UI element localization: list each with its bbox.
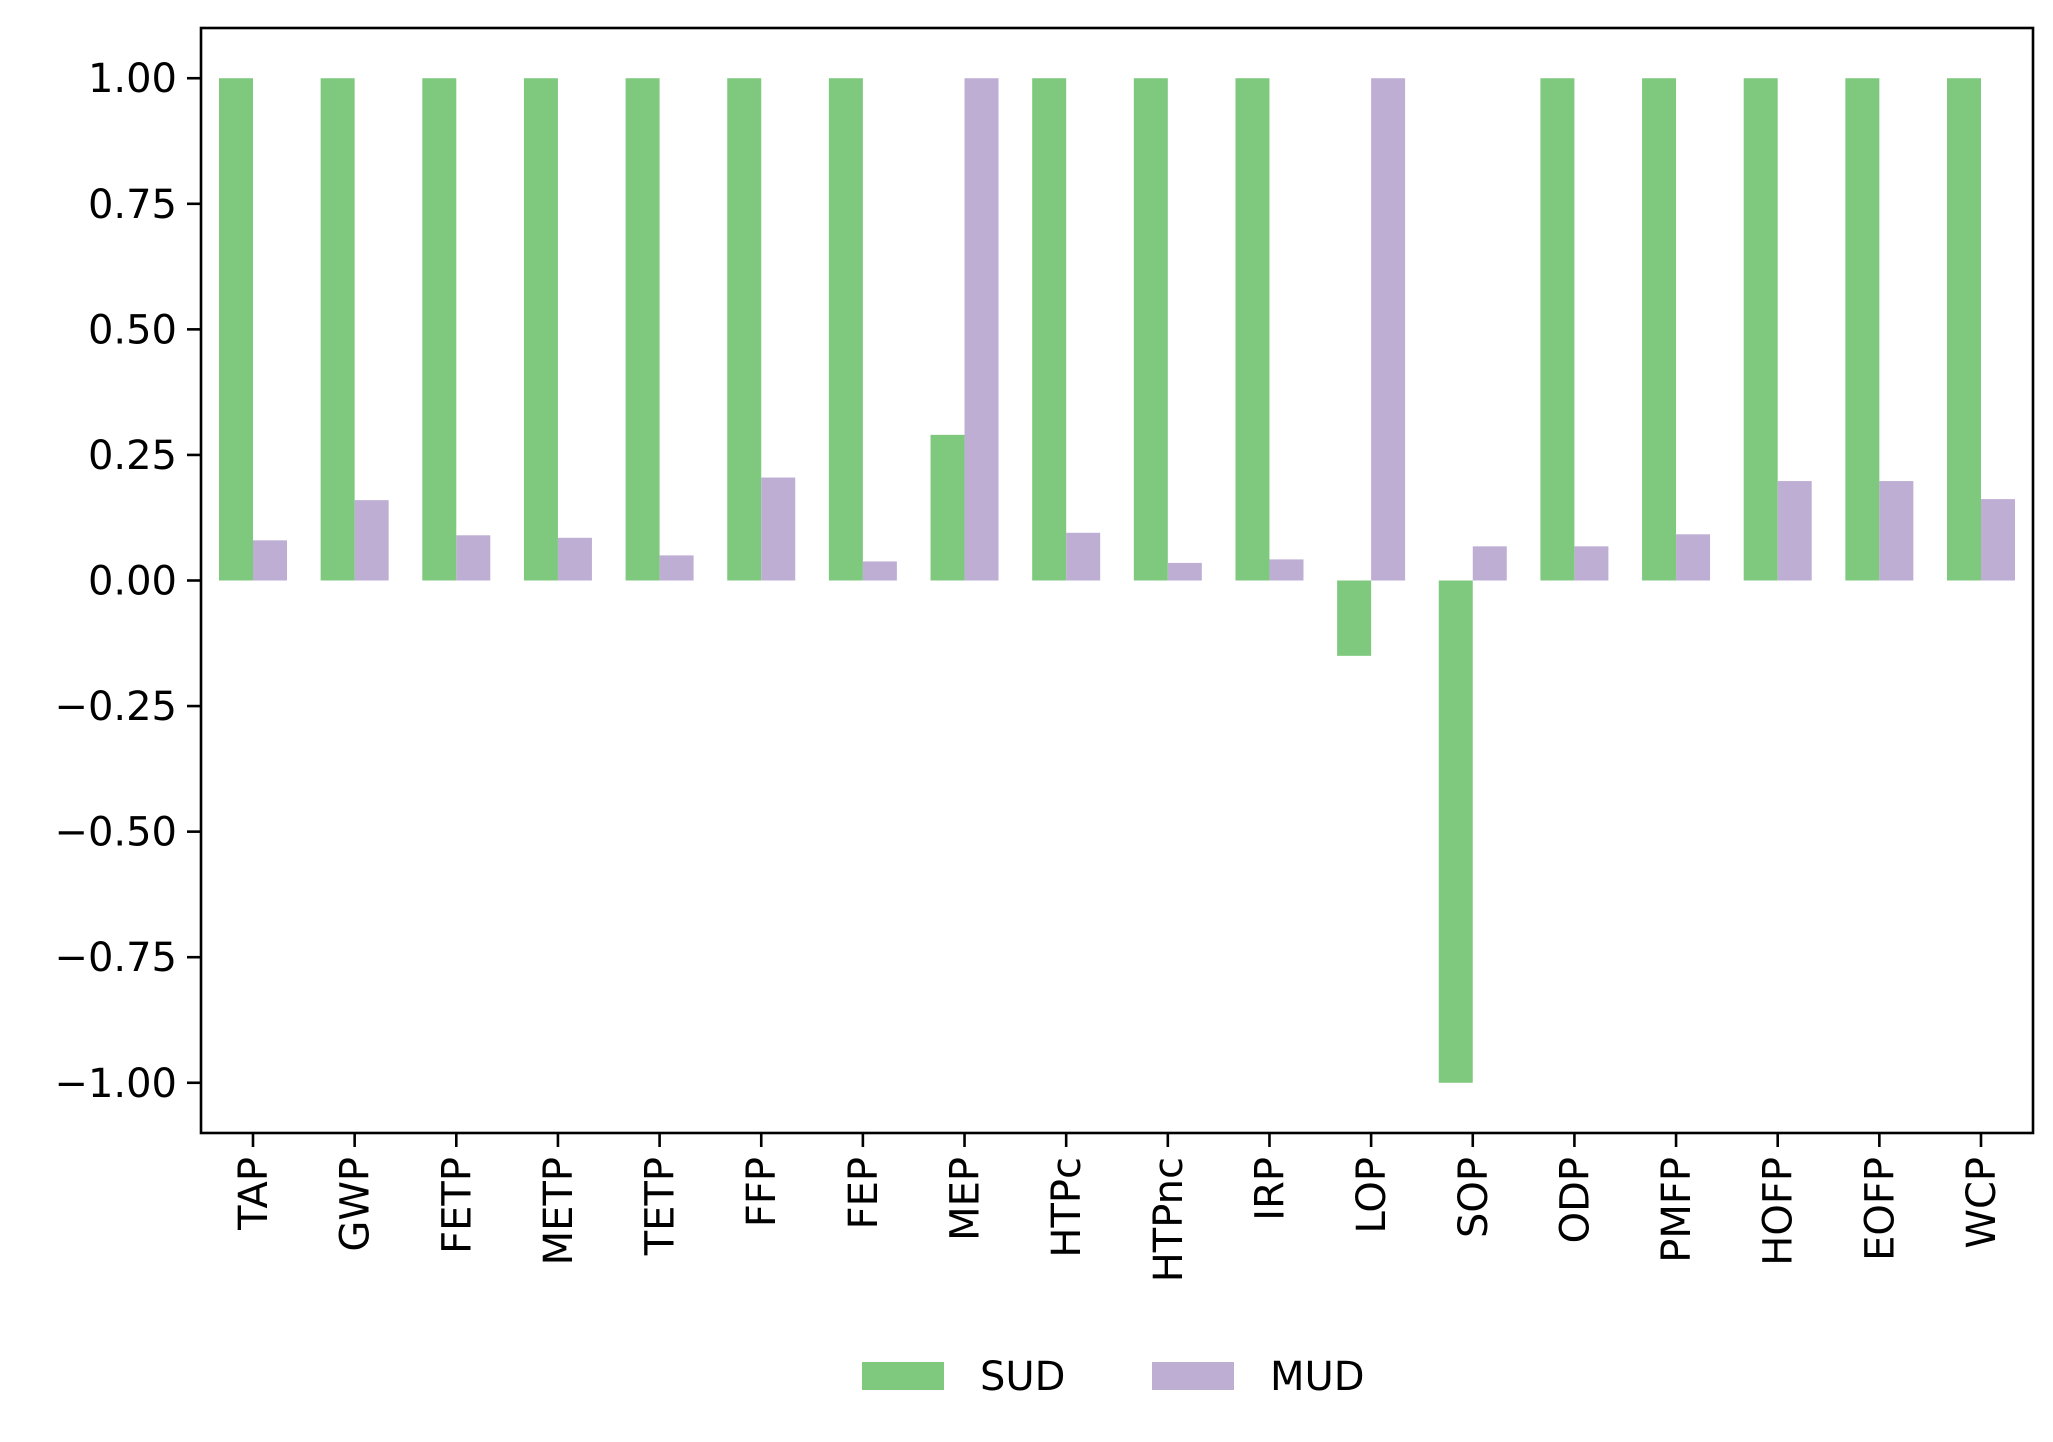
- bar-sud-tap: [219, 78, 253, 581]
- bar-mud-wcp: [1981, 499, 2015, 581]
- x-tick-label-htpc: HTPc: [1044, 1157, 1090, 1258]
- bar-mud-pmfp: [1676, 534, 1711, 581]
- x-tick-label-sop: SOP: [1451, 1157, 1497, 1238]
- x-tick-label-pmfp: PMFP: [1654, 1157, 1700, 1263]
- bar-mud-lop: [1371, 78, 1406, 581]
- bar-sud-htpnc: [1133, 78, 1168, 581]
- legend-label-sud: SUD: [980, 1354, 1065, 1400]
- bar-sud-wcp: [1947, 78, 1981, 581]
- y-tick-label: 0.50: [88, 307, 177, 353]
- bar-sud-lop: [1337, 580, 1372, 656]
- bar-sud-pmfp: [1642, 78, 1677, 581]
- legend-swatch-sud: [862, 1362, 944, 1390]
- bar-mud-fep: [862, 561, 897, 581]
- x-tick-label-lop: LOP: [1349, 1157, 1395, 1233]
- y-tick-label: −0.75: [54, 935, 177, 981]
- y-tick-label: 0.00: [88, 559, 177, 605]
- x-tick-label-hofp: HOFP: [1756, 1157, 1802, 1266]
- bar-mud-metp: [557, 537, 592, 581]
- bar-sud-eofp: [1845, 78, 1880, 581]
- y-tick-label: −0.50: [54, 810, 177, 856]
- bar-sud-odp: [1540, 78, 1575, 581]
- bar-mud-mep: [964, 78, 999, 581]
- bar-sud-hofp: [1743, 78, 1778, 581]
- bar-mud-sop: [1472, 546, 1507, 581]
- legend-label-mud: MUD: [1270, 1354, 1365, 1400]
- x-tick-label-fep: FEP: [841, 1157, 887, 1229]
- x-tick-label-irp: IRP: [1247, 1157, 1293, 1221]
- bar-sud-fep: [828, 78, 863, 581]
- bar-sud-gwp: [320, 78, 355, 581]
- y-tick-label: 1.00: [88, 56, 177, 102]
- bar-sud-mep: [930, 434, 965, 581]
- x-tick-label-ffp: FFP: [739, 1157, 785, 1227]
- bar-mud-eofp: [1879, 481, 1914, 581]
- bar-sud-tetp: [625, 78, 660, 581]
- bar-mud-tap: [253, 540, 287, 581]
- bar-mud-hofp: [1777, 481, 1812, 581]
- x-tick-label-fetp: FETP: [434, 1157, 480, 1254]
- bar-sud-htpc: [1032, 78, 1067, 581]
- legend-swatch-mud: [1152, 1362, 1234, 1390]
- x-tick-label-wcp: WCP: [1959, 1157, 2005, 1249]
- y-tick-label: −1.00: [54, 1061, 177, 1107]
- bar-mud-htpnc: [1167, 562, 1202, 581]
- bar-mud-gwp: [354, 500, 389, 581]
- bar-sud-ffp: [727, 78, 762, 581]
- x-tick-label-eofp: EOFP: [1857, 1157, 1903, 1261]
- bar-mud-irp: [1269, 559, 1304, 581]
- bar-sud-irp: [1235, 78, 1270, 581]
- y-axis: 1.00 0.75 0.50 0.25 0.00 −0.25 −0.50 −0.75 −1.00: [54, 56, 201, 1107]
- x-tick-label-tap: TAP: [231, 1157, 277, 1231]
- y-tick-label: 0.75: [88, 182, 177, 228]
- x-tick-label-mep: MEP: [943, 1157, 989, 1241]
- x-tick-label-htpnc: HTPnc: [1146, 1157, 1192, 1282]
- y-tick-label: 0.25: [88, 433, 177, 479]
- bar-sud-metp: [523, 78, 558, 581]
- x-tick-label-tetp: TETP: [638, 1157, 684, 1256]
- bar-mud-ffp: [761, 477, 796, 581]
- bar-mud-htpc: [1066, 532, 1101, 581]
- x-tick-label-metp: METP: [536, 1157, 582, 1265]
- bar-sud-fetp: [422, 78, 457, 581]
- bar-mud-odp: [1574, 546, 1609, 581]
- bar-layer: [219, 78, 2015, 1083]
- bar-sud-sop: [1438, 580, 1473, 1083]
- bar-mud-fetp: [456, 535, 491, 581]
- bar-mud-tetp: [659, 555, 694, 581]
- y-tick-label: −0.25: [54, 684, 177, 730]
- x-tick-label-gwp: GWP: [333, 1157, 379, 1252]
- legend: SUD MUD: [862, 1354, 1365, 1400]
- x-tick-label-odp: ODP: [1552, 1157, 1598, 1243]
- x-axis: TAP GWP FETP METP TETP FFP FEP MEP HTPc HTPnc IRP L…: [231, 1133, 2005, 1282]
